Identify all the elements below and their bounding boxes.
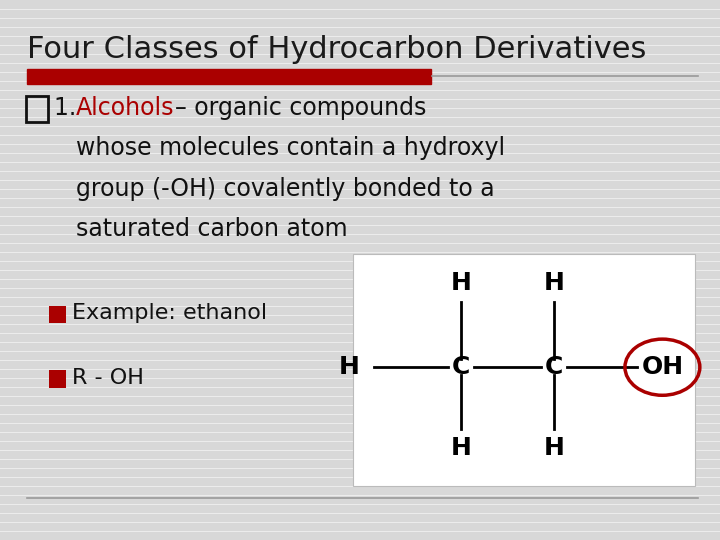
Bar — [49, 306, 66, 323]
Text: 1.: 1. — [54, 96, 84, 120]
Text: – organic compounds: – organic compounds — [175, 96, 426, 120]
Text: H: H — [544, 272, 564, 295]
Text: H: H — [544, 436, 564, 460]
Text: R - OH: R - OH — [72, 368, 144, 388]
Text: OH: OH — [642, 355, 683, 379]
Bar — [27, 69, 431, 84]
Text: C: C — [545, 355, 564, 379]
Text: saturated carbon atom: saturated carbon atom — [76, 218, 347, 241]
Text: C: C — [451, 355, 470, 379]
Text: Example: ethanol: Example: ethanol — [72, 303, 267, 323]
Text: H: H — [339, 355, 359, 379]
FancyBboxPatch shape — [353, 254, 695, 486]
Text: H: H — [451, 272, 471, 295]
Bar — [49, 370, 66, 388]
Text: Four Classes of Hydrocarbon Derivatives: Four Classes of Hydrocarbon Derivatives — [27, 35, 647, 64]
Text: whose molecules contain a hydroxyl: whose molecules contain a hydroxyl — [76, 137, 505, 160]
Text: group (-OH) covalently bonded to a: group (-OH) covalently bonded to a — [76, 177, 494, 201]
Bar — [26, 96, 48, 122]
Text: Alcohols: Alcohols — [76, 96, 174, 120]
Text: H: H — [451, 436, 471, 460]
